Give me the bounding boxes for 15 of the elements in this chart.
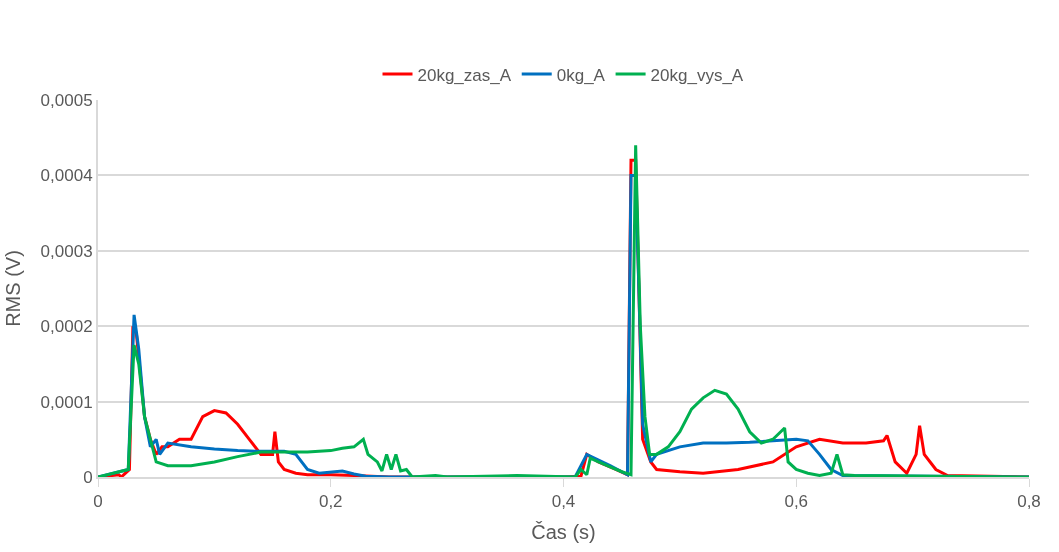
x-tick-label: 0,4 — [551, 492, 576, 512]
x-tick-label: 0,8 — [1017, 492, 1041, 512]
legend-label: 20kg_vys_A — [650, 65, 744, 85]
x-tick-label: 0,2 — [318, 492, 343, 512]
x-tick-label: 0,6 — [784, 492, 809, 512]
legend-label: 0kg_A — [556, 65, 606, 85]
y-axis-title: RMS (V) — [1, 250, 24, 327]
y-tick-label: 0,0005 — [40, 90, 93, 110]
y-tick-label: 0,0003 — [40, 241, 93, 261]
y-tick-label: 0 — [83, 467, 93, 487]
legend-label: 20kg_zas_A — [417, 65, 512, 85]
y-tick-label: 0,0004 — [40, 166, 93, 186]
x-axis-title: Čas (s) — [531, 521, 596, 544]
y-tick-label: 0,0001 — [40, 392, 93, 412]
y-tick-label: 0,0002 — [40, 317, 93, 337]
